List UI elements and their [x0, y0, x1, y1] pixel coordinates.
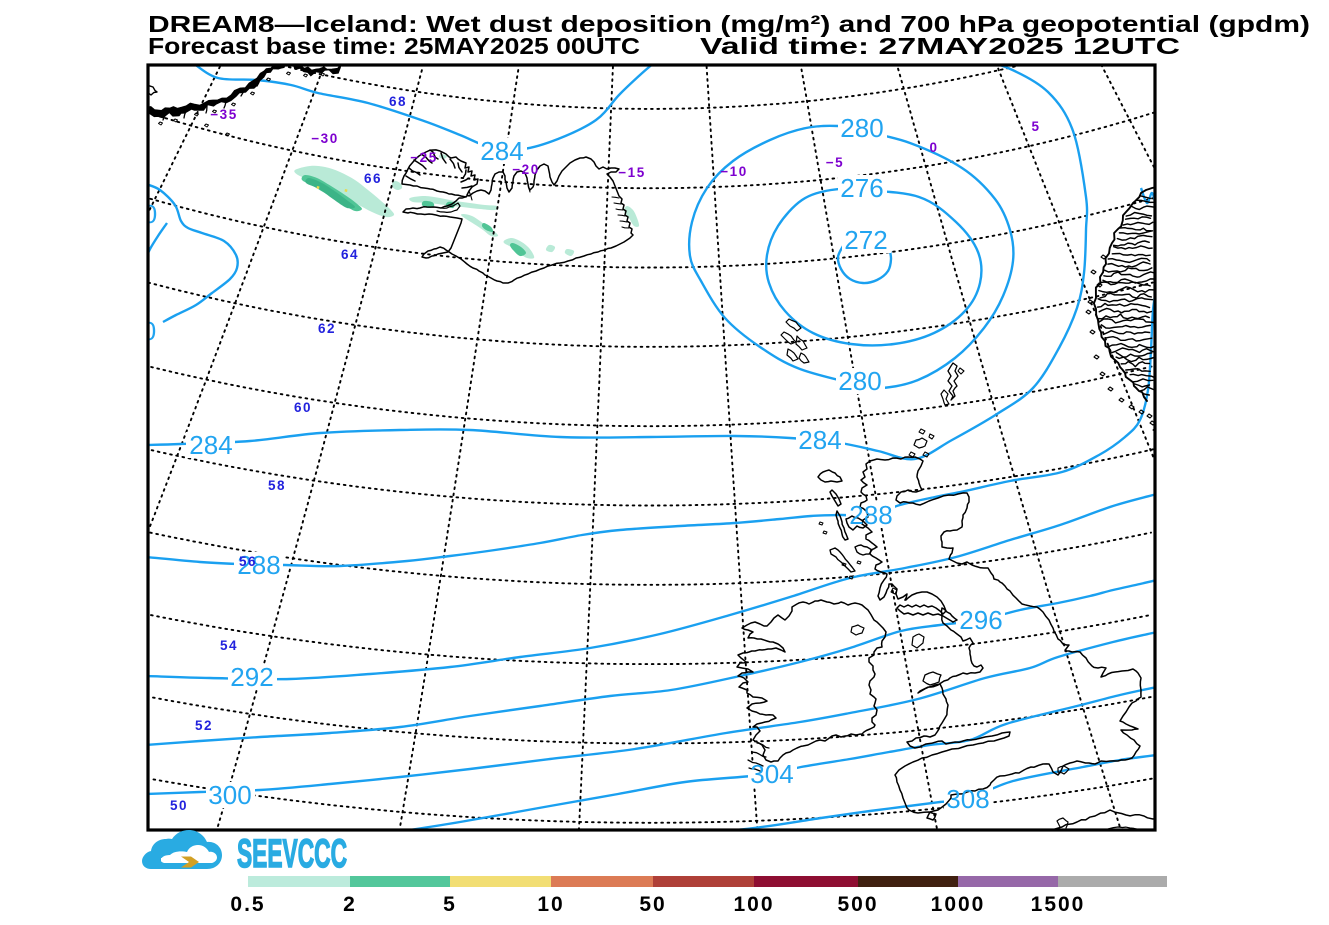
svg-text:1000: 1000 — [931, 893, 986, 916]
svg-text:272: 272 — [844, 225, 887, 255]
svg-text:64: 64 — [341, 247, 359, 262]
svg-text:50: 50 — [170, 798, 188, 813]
svg-text:280: 280 — [838, 366, 881, 396]
svg-text:0: 0 — [142, 316, 156, 346]
svg-text:288: 288 — [849, 500, 892, 530]
svg-text:−5: −5 — [826, 155, 844, 170]
svg-text:50: 50 — [639, 893, 666, 916]
svg-text:66: 66 — [364, 171, 382, 186]
svg-text:292: 292 — [230, 662, 273, 692]
svg-text:284: 284 — [480, 136, 523, 166]
svg-text:68: 68 — [389, 94, 407, 109]
svg-text:56: 56 — [239, 554, 257, 569]
svg-text:60: 60 — [294, 400, 312, 415]
svg-text:5: 5 — [1031, 119, 1040, 134]
svg-text:100: 100 — [733, 893, 774, 916]
svg-text:0: 0 — [929, 140, 938, 155]
svg-text:Valid time: 27MAY2025 12UTC: Valid time: 27MAY2025 12UTC — [700, 33, 1180, 59]
svg-text:−25: −25 — [410, 150, 437, 165]
svg-text:52: 52 — [195, 718, 213, 733]
svg-text:−15: −15 — [618, 165, 645, 180]
svg-text:280: 280 — [840, 113, 883, 143]
svg-text:DREAM8—Iceland: Wet dust depos: DREAM8—Iceland: Wet dust deposition (mg/… — [148, 11, 1310, 37]
svg-text:10: 10 — [537, 893, 564, 916]
svg-text:0.5: 0.5 — [230, 893, 265, 916]
svg-text:Forecast base time: 25MAY2025: Forecast base time: 25MAY2025 00UTC — [148, 33, 640, 59]
svg-text:288: 288 — [237, 550, 280, 580]
svg-text:304: 304 — [750, 759, 793, 789]
svg-text:308: 308 — [946, 784, 989, 814]
svg-text:54: 54 — [220, 638, 238, 653]
svg-text:284: 284 — [798, 425, 841, 455]
svg-text:−20: −20 — [512, 162, 539, 177]
svg-text:58: 58 — [268, 478, 286, 493]
svg-text:276: 276 — [840, 173, 883, 203]
svg-text:−30: −30 — [311, 131, 338, 146]
svg-text:0: 0 — [143, 199, 157, 229]
svg-text:296: 296 — [959, 605, 1002, 635]
svg-text:−10: −10 — [720, 164, 747, 179]
svg-text:SEEVCCC: SEEVCCC — [237, 832, 347, 876]
svg-text:2: 2 — [343, 893, 357, 916]
svg-text:500: 500 — [837, 893, 878, 916]
svg-text:−35: −35 — [210, 107, 237, 122]
svg-text:300: 300 — [208, 780, 251, 810]
svg-text:5: 5 — [443, 893, 457, 916]
svg-text:62: 62 — [318, 321, 336, 336]
svg-text:284: 284 — [189, 430, 232, 460]
svg-text:1500: 1500 — [1031, 893, 1086, 916]
